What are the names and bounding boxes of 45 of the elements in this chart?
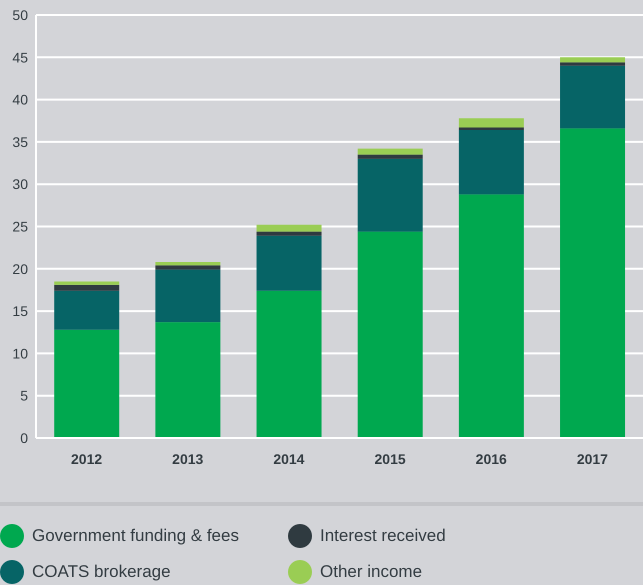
bar [358, 232, 423, 438]
x-tick-label: 2012 [71, 450, 102, 467]
bar [358, 154, 423, 159]
bar [256, 290, 322, 438]
y-tick-label: 20 [12, 260, 28, 277]
bar [256, 236, 322, 291]
bar [155, 262, 220, 266]
bar [458, 118, 524, 128]
x-tick-label: 2015 [374, 450, 406, 467]
x-tick-label: 2017 [576, 450, 608, 467]
legend-label: Government funding & fees [32, 526, 239, 546]
y-tick-label: 35 [12, 134, 28, 150]
bar [54, 330, 120, 438]
legend-label: Interest received [320, 526, 446, 546]
y-tick-label: 30 [12, 176, 28, 192]
x-tick-label: 2013 [172, 450, 204, 467]
bar [54, 281, 120, 285]
y-tick-label: 50 [12, 6, 28, 23]
y-tick-label: 45 [12, 49, 28, 66]
bar [256, 224, 322, 232]
y-tick-label: 10 [12, 345, 28, 362]
legend-label: COATS brokerage [32, 562, 171, 582]
y-tick-label: 0 [20, 430, 28, 446]
legend-label: Other income [320, 562, 422, 582]
bar [54, 290, 120, 330]
bar [560, 57, 626, 62]
y-tick-label: 5 [20, 388, 28, 404]
x-tick-label: 2014 [273, 450, 305, 467]
bar [256, 232, 322, 236]
bar [560, 66, 626, 128]
bar [560, 62, 626, 66]
bar [155, 270, 220, 322]
bar [458, 194, 524, 438]
bar [54, 284, 120, 291]
bar [155, 265, 220, 270]
y-tick-label: 15 [12, 303, 28, 320]
bar [155, 322, 220, 438]
bar [458, 130, 524, 194]
bar [358, 148, 423, 155]
bar [458, 128, 524, 130]
bar [358, 158, 423, 232]
bar [560, 128, 626, 438]
x-tick-label: 2016 [476, 450, 508, 467]
y-tick-label: 25 [12, 218, 28, 234]
y-tick-label: 40 [12, 92, 28, 108]
